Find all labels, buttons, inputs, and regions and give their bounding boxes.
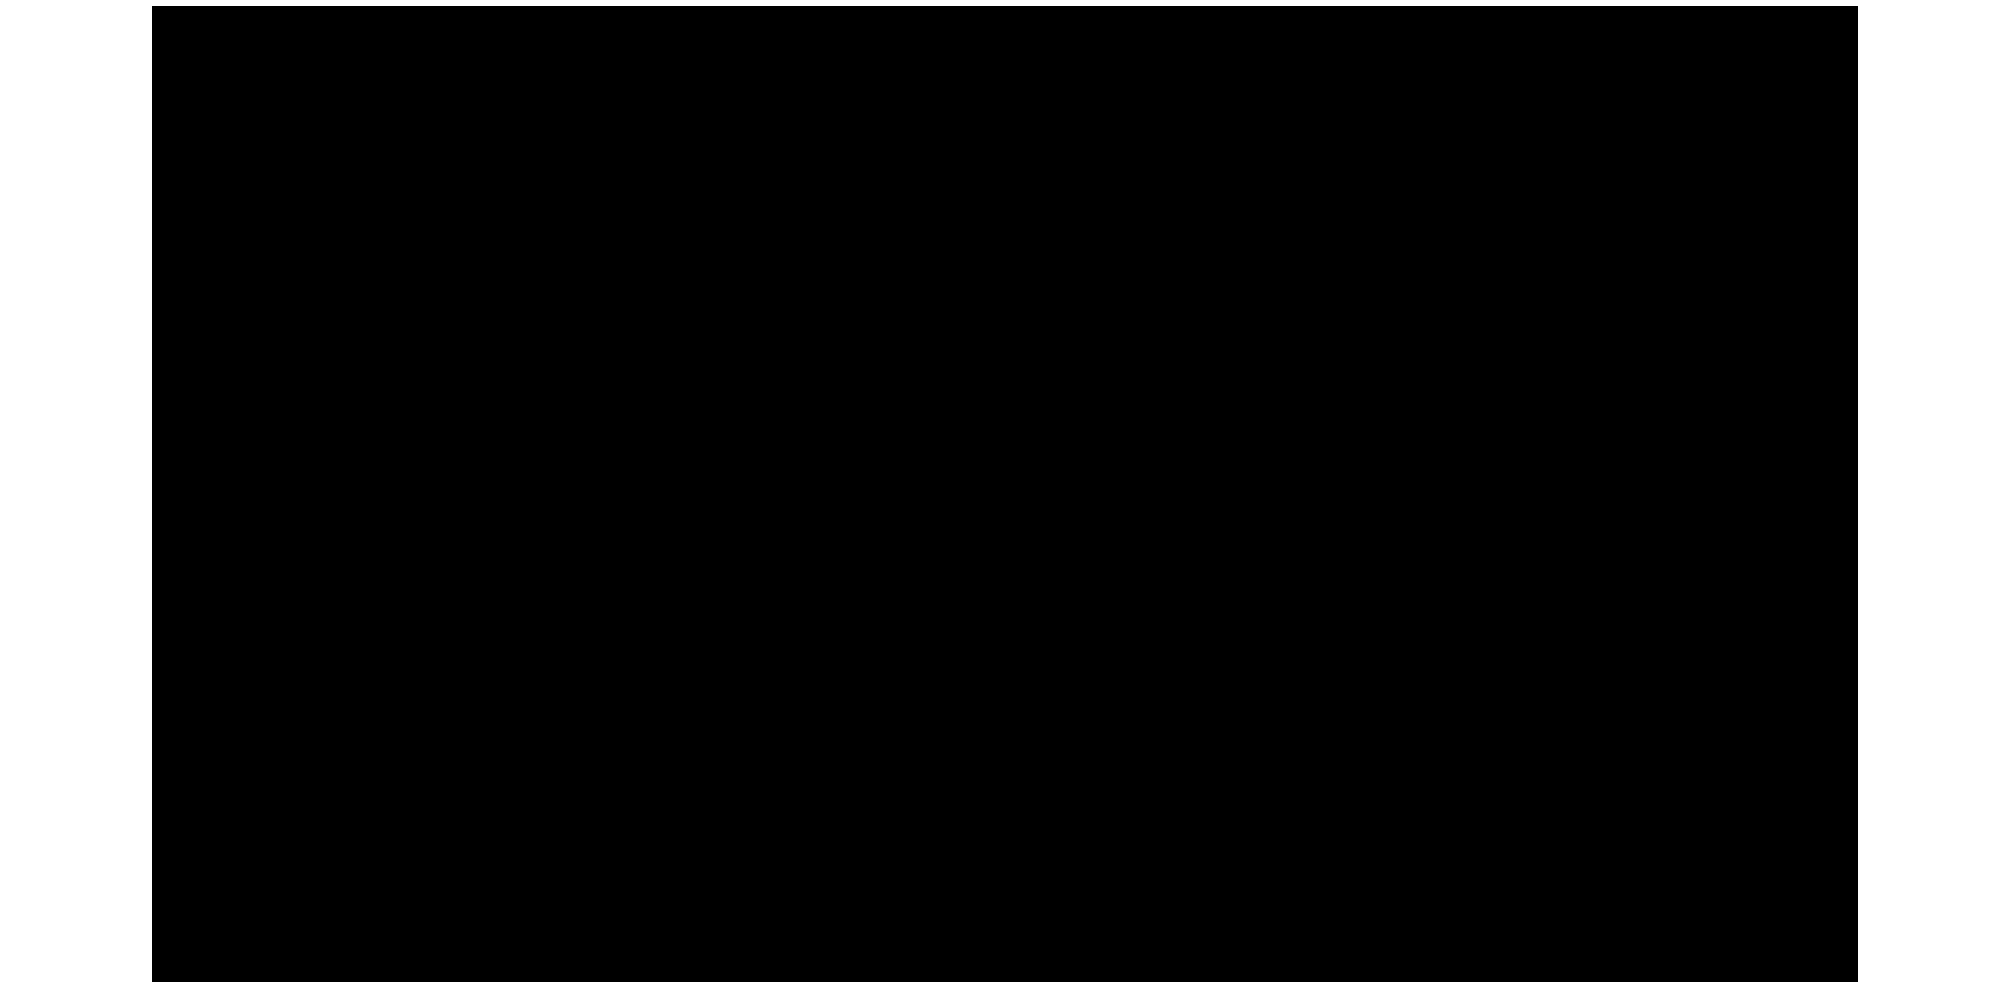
- word-cloud: [152, 6, 1858, 982]
